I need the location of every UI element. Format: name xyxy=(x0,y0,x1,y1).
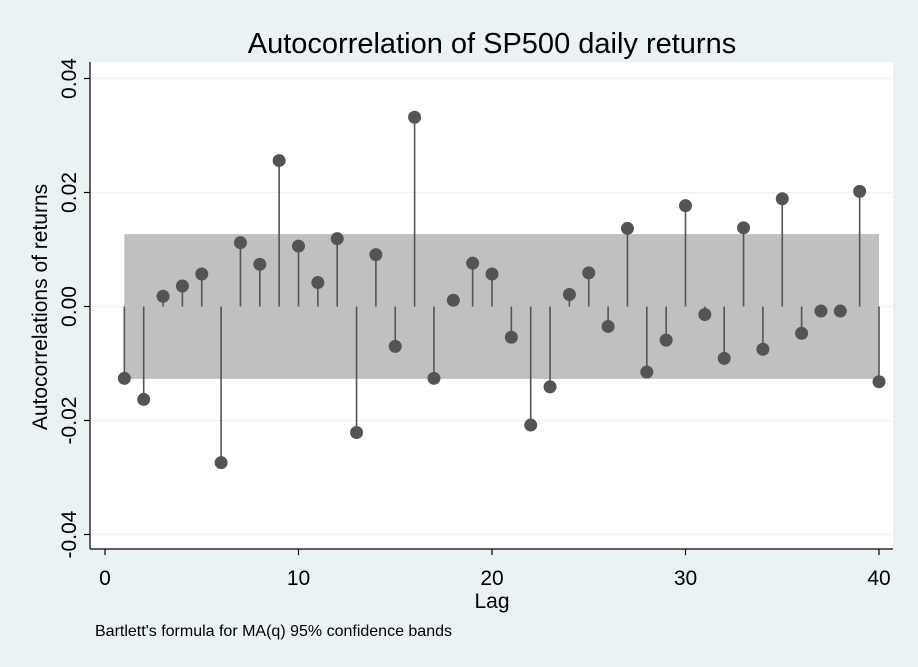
acf-point xyxy=(292,239,305,253)
acf-point xyxy=(775,192,789,206)
acf-point xyxy=(466,256,480,270)
x-tick-label: 10 xyxy=(287,567,310,590)
acf-point xyxy=(582,266,596,280)
y-tick-label: 0.00 xyxy=(58,286,81,327)
markers-group xyxy=(117,110,886,470)
confidence-band xyxy=(124,234,880,379)
acf-point xyxy=(659,333,673,347)
acf-point xyxy=(485,267,499,281)
acf-point xyxy=(795,326,809,340)
acf-point xyxy=(117,371,131,385)
y-tick-label: -0.04 xyxy=(58,510,81,558)
confidence-band-group xyxy=(124,234,880,379)
acf-point xyxy=(427,371,441,385)
acf-point xyxy=(524,418,538,432)
acf-point xyxy=(408,110,422,124)
acf-point xyxy=(369,248,383,262)
acf-point xyxy=(214,456,228,470)
acf-point xyxy=(620,221,634,235)
acf-point xyxy=(137,392,151,406)
acf-point xyxy=(679,199,692,213)
chart-title: Autocorrelation of SP500 daily returns xyxy=(248,28,736,60)
chart-note: Bartlett's formula for MA(q) 95% confide… xyxy=(95,623,452,640)
acf-point xyxy=(601,319,615,333)
y-axis-title: Autocorrelations of returns xyxy=(29,184,52,430)
acf-point xyxy=(756,342,770,356)
acf-point xyxy=(640,365,654,379)
axes-group: -0.04 -0.02 0.00 0.02 0.04 0 10 20 30 40 xyxy=(58,58,893,590)
acf-point xyxy=(504,330,518,344)
x-tick-label: 30 xyxy=(674,567,697,590)
acf-point xyxy=(175,279,189,293)
acf-point xyxy=(272,154,286,168)
y-tick-label: 0.02 xyxy=(58,172,81,213)
x-axis-title: Lag xyxy=(474,590,509,613)
acf-point xyxy=(562,288,576,302)
acf-point xyxy=(698,307,712,321)
acf-point xyxy=(233,236,247,250)
x-tick-label: 20 xyxy=(480,567,503,590)
acf-point xyxy=(737,221,751,235)
acf-point xyxy=(330,232,344,246)
stems-group xyxy=(123,117,880,463)
acf-point xyxy=(311,276,325,290)
acf-point xyxy=(543,380,557,394)
acf-point xyxy=(717,351,731,365)
y-tick-label: -0.02 xyxy=(58,397,81,445)
acf-point xyxy=(156,289,170,303)
acf-point xyxy=(833,304,847,318)
acf-point xyxy=(253,257,267,271)
acf-point xyxy=(814,304,828,318)
acf-point xyxy=(388,339,402,353)
acf-point xyxy=(872,375,886,389)
acf-point xyxy=(195,267,209,281)
x-tick-label: 0 xyxy=(99,567,111,590)
acf-point xyxy=(350,425,364,439)
x-tick-label: 40 xyxy=(867,567,890,590)
y-tick-label: 0.04 xyxy=(58,58,81,99)
acf-point xyxy=(446,293,460,307)
acf-point xyxy=(853,184,867,198)
